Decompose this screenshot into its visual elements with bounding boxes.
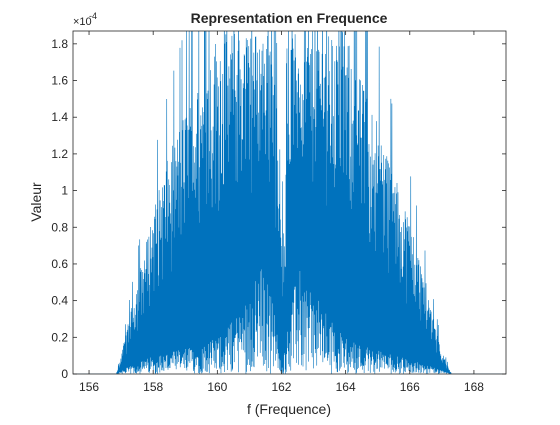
y-tick-label: 1.6: [51, 74, 68, 88]
chart-title: Representation en Frequence: [191, 10, 388, 26]
x-tick-label: 168: [464, 380, 484, 394]
y-tick-label: 0.6: [51, 257, 68, 271]
x-tick-label: 156: [79, 380, 99, 394]
series-line-0: [73, 31, 506, 374]
y-tick-label: 0.8: [51, 220, 68, 234]
y-exponent-base: ×10: [73, 16, 92, 28]
y-tick-label: 0.2: [51, 330, 68, 344]
x-tick-label: 160: [207, 380, 227, 394]
axes-group: 156 158 160 162 164 166 168 0 0.2 0.4 0.6 0.8 1 1.2 1.…: [51, 30, 507, 394]
axes-box: [72, 30, 507, 375]
y-tick-label: 1.8: [51, 37, 68, 51]
y-tick-label: 1: [61, 184, 68, 198]
y-tick-label: 0: [61, 367, 68, 381]
y-exponent-power: -4: [89, 11, 97, 21]
series-group: [73, 31, 506, 374]
x-tick-label: 162: [271, 380, 291, 394]
x-tick-label: 166: [400, 380, 420, 394]
x-axis-label: f (Frequence): [247, 401, 331, 417]
y-tick-label: 1.4: [51, 110, 68, 124]
x-tick-label: 158: [143, 380, 163, 394]
y-tick-label: 1.2: [51, 147, 68, 161]
y-tick-label: 0.4: [51, 294, 68, 308]
x-tick-label: 164: [336, 380, 356, 394]
y-axis-label: Valeur: [28, 182, 44, 222]
